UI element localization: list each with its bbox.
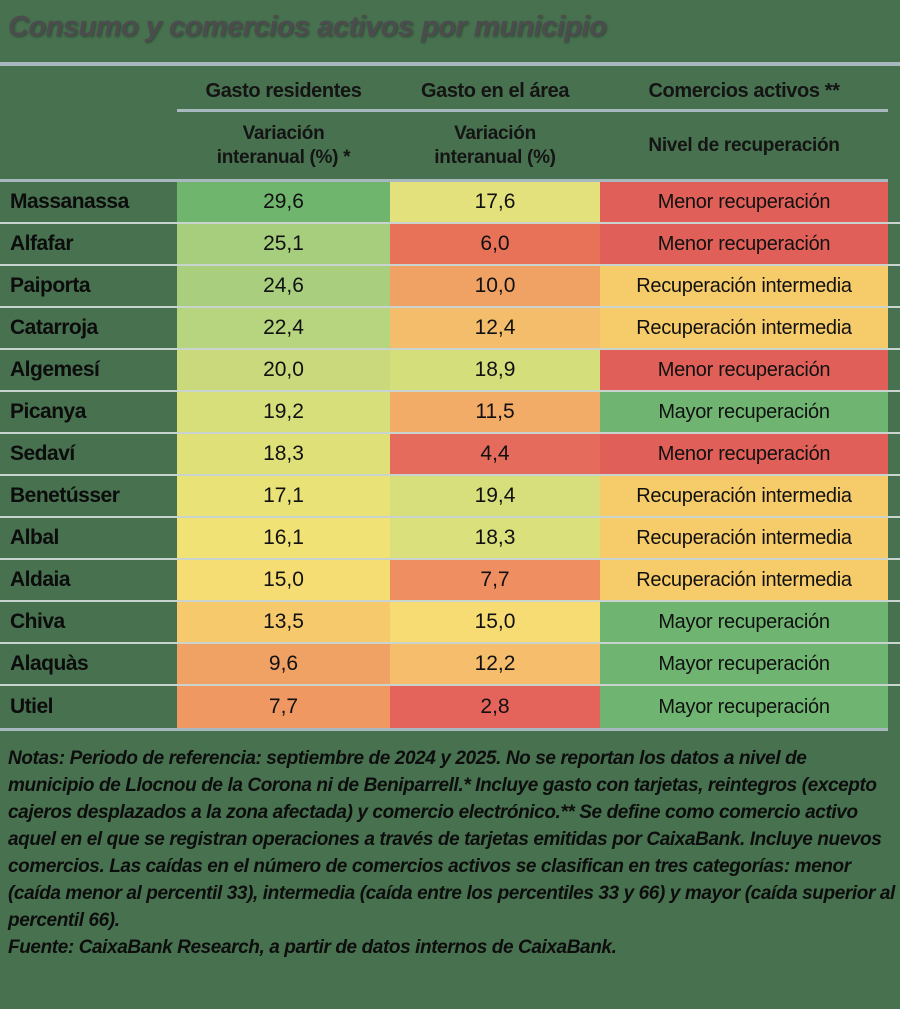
nivel-recuperacion-value: Menor recuperación	[600, 182, 888, 222]
gasto-residentes-value: 19,2	[177, 392, 390, 432]
table-bottom-divider	[0, 728, 888, 731]
nivel-recuperacion-value: Recuperación intermedia	[600, 518, 888, 558]
gasto-residentes-value: 29,6	[177, 182, 390, 222]
table-row: Picanya 19,2 11,5 Mayor recuperación	[0, 392, 900, 434]
gasto-residentes-value: 17,1	[177, 476, 390, 516]
municipality-label: Aldaia	[10, 568, 71, 591]
table-row: Aldaia 15,0 7,7 Recuperación intermedia	[0, 560, 900, 602]
nivel-recuperacion-value: Menor recuperación	[600, 350, 888, 390]
title-divider	[0, 62, 900, 66]
municipality-label: Sedaví	[10, 442, 75, 465]
gasto-area-value: 11,5	[390, 392, 600, 432]
column-header-gasto-area: Gasto en el área	[420, 80, 570, 102]
footnotes: Notas: Periodo de referencia: septiembre…	[8, 745, 896, 961]
nivel-recuperacion-value: Recuperación intermedia	[600, 308, 888, 348]
table-row: Sedaví 18,3 4,4 Menor recuperación	[0, 434, 900, 476]
gasto-residentes-value: 13,5	[177, 602, 390, 642]
gasto-residentes-value: 20,0	[177, 350, 390, 390]
gasto-residentes-value: 24,6	[177, 266, 390, 306]
nivel-recuperacion-value: Menor recuperación	[600, 224, 888, 264]
infographic-page: Consumo y comercios activos por municipi…	[0, 8, 900, 1009]
municipality-label: Algemesí	[10, 358, 100, 381]
gasto-residentes-value: 22,4	[177, 308, 390, 348]
municipality-label: Utiel	[10, 695, 54, 718]
municipality-label: Albal	[10, 526, 59, 549]
gasto-area-value: 17,6	[390, 182, 600, 222]
nivel-recuperacion-value: Recuperación intermedia	[600, 476, 888, 516]
table-row: Utiel 7,7 2,8 Mayor recuperación	[0, 686, 900, 728]
nivel-recuperacion-value: Mayor recuperación	[600, 392, 888, 432]
table-row: Albal 16,1 18,3 Recuperación intermedia	[0, 518, 900, 560]
source-label: Fuente:	[8, 937, 74, 958]
table-subheader-row: Variación interanual (%) * Variación int…	[0, 112, 900, 179]
table-header-row: Gasto residentes Gasto en el área Comerc…	[0, 66, 900, 109]
gasto-area-value: 12,4	[390, 308, 600, 348]
gasto-residentes-value: 25,1	[177, 224, 390, 264]
nivel-recuperacion-value: Recuperación intermedia	[600, 560, 888, 600]
gasto-area-value: 7,7	[390, 560, 600, 600]
nivel-recuperacion-value: Mayor recuperación	[600, 602, 888, 642]
municipality-label: Chiva	[10, 610, 65, 633]
subheader-nivel-recuperacion: Nivel de recuperación	[648, 134, 840, 156]
table-row: Chiva 13,5 15,0 Mayor recuperación	[0, 602, 900, 644]
table-row: Catarroja 22,4 12,4 Recuperación intermedia	[0, 308, 900, 350]
gasto-area-value: 15,0	[390, 602, 600, 642]
gasto-area-value: 19,4	[390, 476, 600, 516]
column-header-gasto-residentes: Gasto residentes	[205, 80, 362, 102]
gasto-area-value: 10,0	[390, 266, 600, 306]
heatmap-table: Gasto residentes Gasto en el área Comerc…	[0, 66, 900, 731]
notes-label: Notas:	[8, 748, 65, 769]
table-row: Massanassa 29,6 17,6 Menor recuperación	[0, 182, 900, 224]
municipality-label: Picanya	[10, 400, 86, 423]
nivel-recuperacion-value: Menor recuperación	[600, 434, 888, 474]
source-text: CaixaBank Research, a partir de datos in…	[73, 937, 617, 958]
gasto-area-value: 4,4	[390, 434, 600, 474]
gasto-area-value: 12,2	[390, 644, 600, 684]
gasto-area-value: 2,8	[390, 686, 600, 728]
gasto-residentes-value: 18,3	[177, 434, 390, 474]
gasto-area-value: 18,9	[390, 350, 600, 390]
gasto-residentes-value: 15,0	[177, 560, 390, 600]
column-header-comercios-activos: Comercios activos **	[648, 80, 840, 102]
subheader-variacion-area: Variación interanual (%)	[434, 122, 556, 168]
notes-paragraph: Notas: Periodo de referencia: septiembre…	[8, 748, 895, 931]
gasto-residentes-value: 16,1	[177, 518, 390, 558]
table-row: Paiporta 24,6 10,0 Recuperación intermedia	[0, 266, 900, 308]
table-row: Alaquàs 9,6 12,2 Mayor recuperación	[0, 644, 900, 686]
table-row: Algemesí 20,0 18,9 Menor recuperación	[0, 350, 900, 392]
municipality-label: Catarroja	[10, 316, 98, 339]
source-paragraph: Fuente: CaixaBank Research, a partir de …	[8, 937, 617, 958]
table-row: Benetússer 17,1 19,4 Recuperación intermedi…	[0, 476, 900, 518]
subheader-variacion-residentes: Variación interanual (%) *	[216, 122, 351, 168]
municipality-label: Alfafar	[10, 232, 74, 255]
municipality-label: Alaquàs	[10, 652, 89, 675]
municipality-label: Benetússer	[10, 484, 120, 507]
gasto-residentes-value: 9,6	[177, 644, 390, 684]
municipality-label: Massanassa	[10, 190, 129, 213]
gasto-area-value: 18,3	[390, 518, 600, 558]
table-row: Alfafar 25,1 6,0 Menor recuperación	[0, 224, 900, 266]
table-body: Massanassa 29,6 17,6 Menor recuperación Alfa…	[0, 182, 900, 728]
subheader-divider	[0, 179, 888, 182]
gasto-area-value: 6,0	[390, 224, 600, 264]
header-divider	[177, 109, 888, 112]
nivel-recuperacion-value: Mayor recuperación	[600, 686, 888, 728]
municipality-label: Paiporta	[10, 274, 91, 297]
notes-text: Periodo de referencia: septiembre de 202…	[8, 748, 895, 931]
nivel-recuperacion-value: Mayor recuperación	[600, 644, 888, 684]
nivel-recuperacion-value: Recuperación intermedia	[600, 266, 888, 306]
gasto-residentes-value: 7,7	[177, 686, 390, 728]
chart-title: Consumo y comercios activos por municipi…	[8, 11, 607, 43]
